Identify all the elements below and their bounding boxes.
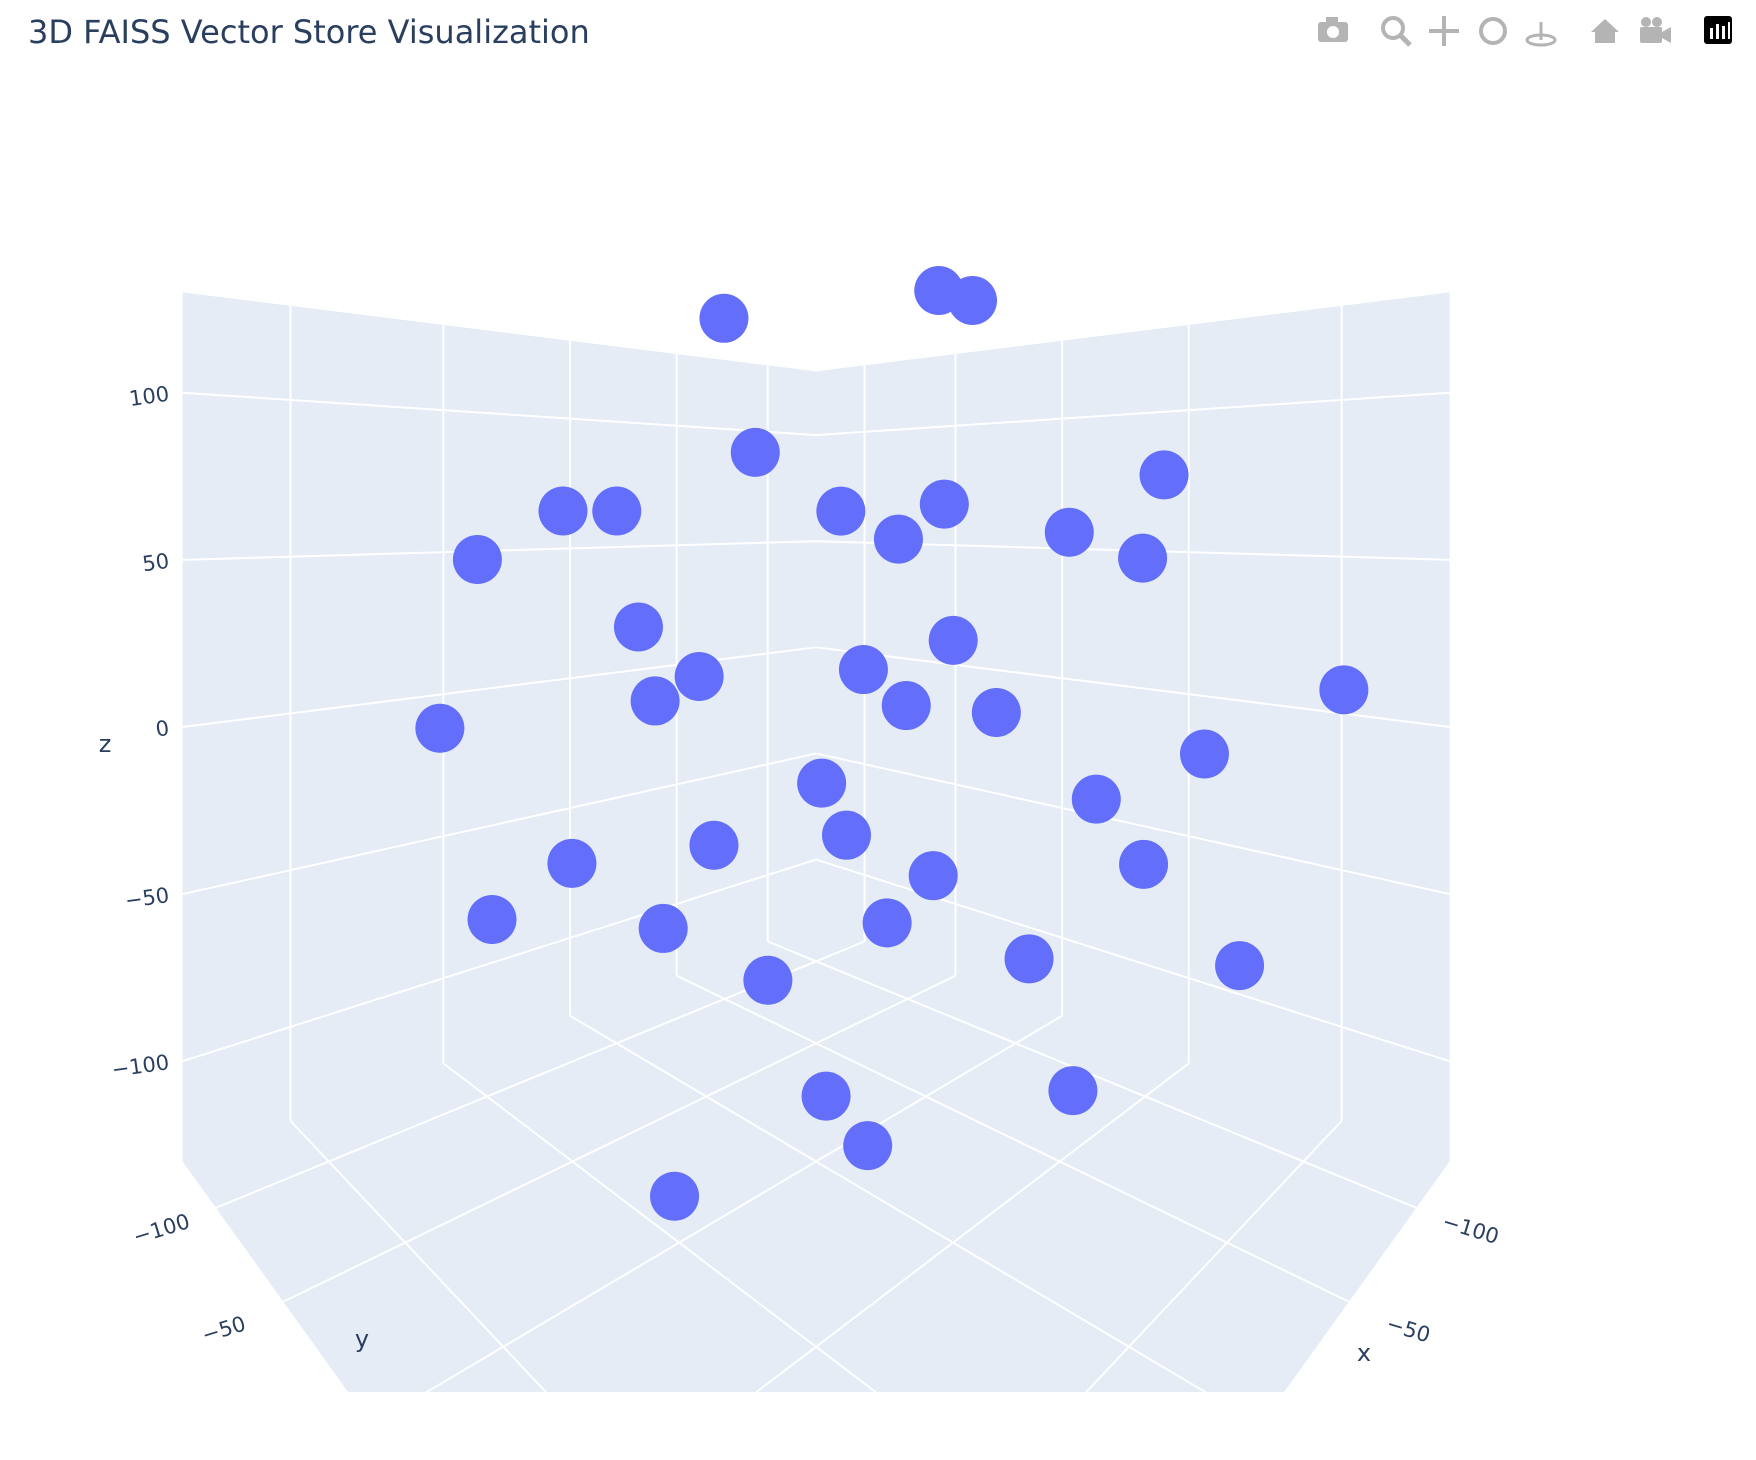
plotly-logo[interactable] [1704, 16, 1732, 44]
point [452, 534, 502, 584]
point [919, 479, 969, 529]
point [838, 645, 888, 695]
point [873, 514, 923, 564]
grid-line [816, 391, 1450, 437]
point [1139, 450, 1189, 500]
point [1118, 533, 1168, 583]
x-tick-label: −50 [1384, 1312, 1433, 1348]
point [467, 894, 517, 944]
point [743, 955, 793, 1005]
reset-button[interactable] [1591, 19, 1619, 43]
grid-line [424, 1014, 1063, 1392]
grid-line [282, 974, 956, 1303]
point [908, 851, 958, 901]
grid-line [754, 1062, 1190, 1392]
point [415, 703, 465, 753]
orbit-button[interactable] [1479, 17, 1507, 45]
point [1319, 665, 1369, 715]
grid-line [182, 858, 817, 1063]
modebar [1318, 16, 1732, 47]
point [630, 676, 680, 726]
z-tick-label: 50 [141, 549, 171, 576]
x-tick-label: −100 [1440, 1209, 1502, 1249]
point [730, 427, 780, 477]
point [928, 615, 978, 665]
grid-line [1084, 1120, 1343, 1392]
grid-line [442, 1062, 878, 1392]
z-axis-title: z [99, 730, 112, 758]
scene-plane [816, 292, 1450, 1162]
z-tick-label: −100 [110, 1050, 170, 1082]
x-axis-title: x [1357, 1339, 1371, 1367]
turntable-button[interactable] [1525, 22, 1557, 47]
point [1119, 839, 1169, 889]
camera-reset-button[interactable] [1640, 17, 1671, 43]
point [801, 1071, 851, 1121]
pan-button[interactable] [1429, 16, 1459, 46]
y-axis-title: y [355, 1325, 369, 1353]
x-tick-label: 0 [1316, 1449, 1336, 1460]
point [816, 486, 866, 536]
chart-title: 3D FAISS Vector Store Visualization [28, 13, 590, 51]
point [613, 602, 663, 652]
grid-line [569, 1014, 1208, 1392]
point [821, 810, 871, 860]
point [689, 820, 739, 870]
y-tick-label: 0 [296, 1449, 316, 1460]
grid-line [182, 391, 817, 437]
y-tick-label: −100 [130, 1209, 192, 1249]
point [699, 293, 749, 343]
point [674, 651, 724, 701]
grid-line [815, 752, 1450, 896]
camera-button[interactable] [1318, 17, 1348, 42]
point [547, 838, 597, 888]
z-tick-label: 0 [154, 716, 171, 742]
point [914, 266, 964, 316]
point [592, 486, 642, 536]
point [843, 1121, 893, 1171]
grid-line [289, 1120, 548, 1392]
zoom-button[interactable] [1381, 16, 1412, 47]
point [797, 758, 847, 808]
point [971, 687, 1021, 737]
point [1004, 934, 1054, 984]
point [638, 903, 688, 953]
y-tick-label: −50 [199, 1312, 248, 1348]
scene-plane [182, 923, 1450, 1392]
point [862, 898, 912, 948]
grid-line [182, 752, 817, 896]
z-tick-label: −50 [123, 883, 170, 913]
point [1215, 941, 1265, 991]
z-tick-label: 100 [128, 382, 171, 411]
grid-line [767, 940, 1417, 1209]
point [650, 1171, 700, 1221]
point [1179, 729, 1229, 779]
point [1071, 774, 1121, 824]
point [1048, 1066, 1098, 1116]
grid-line [676, 974, 1350, 1303]
point [538, 486, 588, 536]
point [881, 681, 931, 731]
point [1044, 507, 1094, 557]
